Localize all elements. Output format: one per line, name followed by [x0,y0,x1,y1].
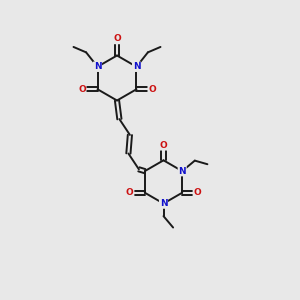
Text: N: N [133,62,140,71]
Text: O: O [126,188,134,197]
Text: O: O [160,141,167,150]
Text: O: O [113,34,121,43]
Text: O: O [148,85,156,94]
Text: N: N [160,199,167,208]
Text: N: N [94,62,101,71]
Text: N: N [178,167,186,176]
Text: O: O [193,188,201,197]
Text: O: O [78,85,86,94]
